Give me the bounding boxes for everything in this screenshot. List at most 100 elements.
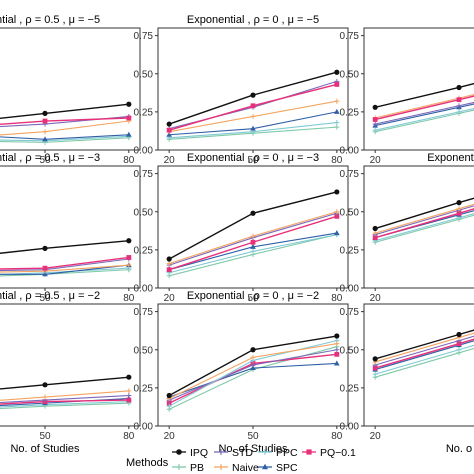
data-point-pq-0-1-1-1 xyxy=(250,103,256,109)
data-point-ipq-0-2 xyxy=(126,101,132,107)
legend-label-naive: Naive xyxy=(232,462,259,474)
x-tick-label-2-0: 20 xyxy=(370,155,382,166)
y-tick-label-8-0: 0.00 xyxy=(340,422,360,433)
data-point-ipq-7-2 xyxy=(334,333,340,339)
y-tick-label-4-2: 0.50 xyxy=(134,207,154,218)
panel-title-0: ential , ρ = 0.5 , μ = −5 xyxy=(0,14,100,26)
data-point-ipq-6-2 xyxy=(126,374,132,380)
data-point-ppc-1-2 xyxy=(334,120,340,126)
data-point-naive-5-1 xyxy=(456,206,462,212)
data-point-ipq-2-0 xyxy=(372,104,378,110)
data-point-pq-0-1-4-1 xyxy=(250,239,256,245)
y-tick-label-2-3: 0.75 xyxy=(340,31,360,42)
data-point-pb-1-2 xyxy=(334,124,340,130)
y-tick-label-5-0: 0.00 xyxy=(340,284,360,295)
data-point-ipq-3-1 xyxy=(42,245,48,251)
data-point-ipq-1-2 xyxy=(334,69,340,75)
legend-label-spc: SPC xyxy=(276,462,298,474)
y-tick-label-1-0: 0.00 xyxy=(134,146,154,157)
data-point-pq-0-1-8-1 xyxy=(456,341,462,347)
legend-label-ppc: PPC xyxy=(276,447,298,459)
data-point-ppc-7-0 xyxy=(166,403,172,409)
data-point-ipq-8-0 xyxy=(372,356,378,362)
data-point-pq-0-1-6-2 xyxy=(126,397,132,403)
panel-title-5: Exponential , xyxy=(427,152,474,164)
panel-title-4: Exponential , ρ = 0 , μ = −3 xyxy=(187,152,319,164)
data-point-spc-3-1 xyxy=(42,271,48,277)
data-point-naive-7-2 xyxy=(334,341,340,347)
x-axis-label-6: No. of Studies xyxy=(10,443,80,455)
data-point-pq-0-1-2-0 xyxy=(372,117,378,122)
legend-marker-pb xyxy=(176,464,182,470)
legend-marker-ppc xyxy=(262,449,268,455)
y-tick-label-7-2: 0.50 xyxy=(134,345,154,356)
data-point-pq-0-1-4-2 xyxy=(334,213,340,219)
data-point-spc-1-2 xyxy=(334,108,340,114)
panel-frame-4 xyxy=(157,165,349,289)
data-point-naive-4-0 xyxy=(166,261,172,267)
x-tick-label-4-1: 50 xyxy=(247,293,259,304)
data-point-naive-4-1 xyxy=(250,233,256,239)
data-point-pq-0-1-8-0 xyxy=(372,365,378,371)
x-tick-label-7-2: 80 xyxy=(331,431,343,442)
data-point-pq-0-1-1-0 xyxy=(166,127,172,133)
x-tick-label-6-0: 50 xyxy=(39,431,51,442)
data-point-ipq-1-0 xyxy=(166,121,172,127)
data-point-ipq-6-1 xyxy=(42,382,48,388)
data-point-spc-1-1 xyxy=(250,125,256,131)
data-point-spc-0-1 xyxy=(42,136,48,142)
legend-label-pq-0-1: PQ−0.1 xyxy=(320,447,356,459)
data-point-ipq-4-0 xyxy=(166,256,172,262)
y-tick-label-8-1: 0.25 xyxy=(340,383,360,394)
y-tick-label-5-1: 0.25 xyxy=(340,245,360,256)
panel-title-3: ential , ρ = 0.5 , μ = −3 xyxy=(0,152,100,164)
x-tick-label-0-0: 50 xyxy=(39,155,51,166)
x-tick-label-3-1: 80 xyxy=(123,293,135,304)
data-point-naive-1-1 xyxy=(250,113,256,119)
data-point-naive-4-2 xyxy=(334,209,340,215)
data-point-pq-0-1-7-2 xyxy=(334,351,340,357)
y-tick-label-4-1: 0.25 xyxy=(134,245,154,256)
data-point-ipq-5-0 xyxy=(372,225,378,232)
data-point-pq-0-1-5-0 xyxy=(372,235,378,241)
data-point-pq-0-1-3-2 xyxy=(126,255,132,260)
panel-frame-0 xyxy=(0,27,141,151)
y-tick-label-1-3: 0.75 xyxy=(134,31,154,42)
x-tick-label-1-1: 50 xyxy=(247,155,259,166)
data-point-spc-7-2 xyxy=(334,360,340,366)
data-point-pq-0-1-1-2 xyxy=(334,82,340,87)
x-tick-label-0-1: 80 xyxy=(123,155,135,166)
data-point-naive-7-1 xyxy=(250,354,256,360)
legend-label-ipq: IPQ xyxy=(190,447,208,459)
data-point-spc-7-1 xyxy=(250,365,256,371)
data-point-spc-4-1 xyxy=(250,243,256,249)
y-tick-label-2-2: 0.50 xyxy=(340,69,360,80)
x-tick-label-1-0: 20 xyxy=(164,155,176,166)
panel-frame-3 xyxy=(0,165,141,289)
data-point-spc-4-2 xyxy=(334,230,340,236)
y-tick-label-8-3: 0.75 xyxy=(340,307,360,318)
data-point-ppc-8-1 xyxy=(456,347,462,353)
y-tick-label-8-2: 0.50 xyxy=(340,345,360,356)
legend-label-std: STD xyxy=(232,447,253,459)
x-tick-label-8-0: 20 xyxy=(370,431,382,442)
panel-title-1: Exponential , ρ = 0 , μ = −5 xyxy=(187,14,319,26)
data-point-ppc-2-0 xyxy=(372,127,378,133)
data-point-ipq-2-1 xyxy=(456,84,462,91)
data-point-naive-6-1 xyxy=(42,394,48,400)
legend-label-pb: PB xyxy=(190,462,204,474)
data-point-ipq-4-1 xyxy=(250,210,256,216)
y-tick-label-7-1: 0.25 xyxy=(134,383,154,394)
data-point-naive-3-2 xyxy=(126,262,132,268)
y-tick-label-4-0: 0.00 xyxy=(134,284,154,295)
x-axis-label-8: No. o xyxy=(446,443,472,455)
data-point-std-2-1 xyxy=(456,103,462,109)
data-point-pq-0-1-0-2 xyxy=(126,115,132,121)
data-point-ipq-7-1 xyxy=(250,347,256,353)
data-point-pq-0-1-5-1 xyxy=(456,210,462,216)
data-point-pq-0-1-0-1 xyxy=(42,118,48,124)
x-tick-label-1-2: 80 xyxy=(331,155,343,166)
data-point-ipq-3-2 xyxy=(126,238,132,244)
data-point-ipq-1-1 xyxy=(250,92,256,98)
